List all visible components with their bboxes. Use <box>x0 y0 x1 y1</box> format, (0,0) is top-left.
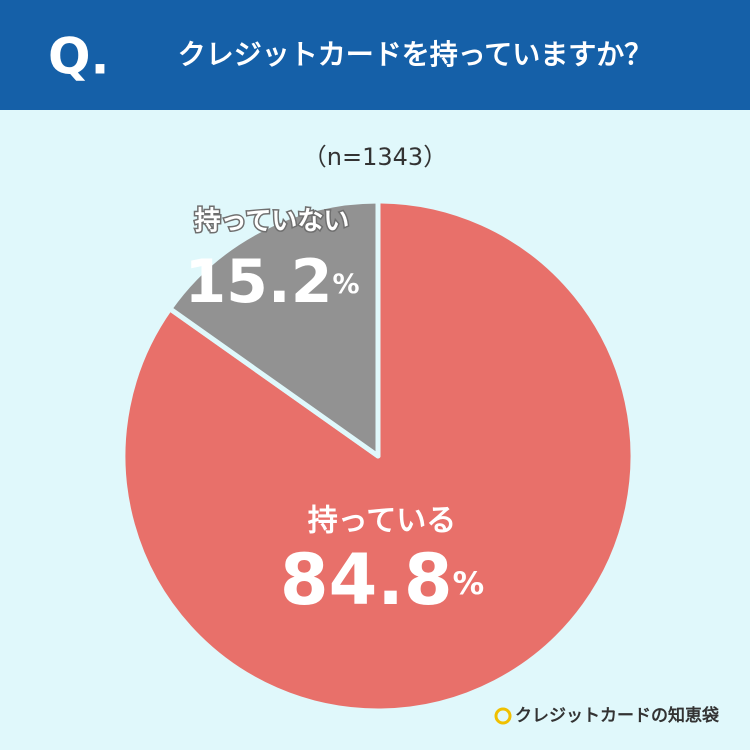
chart-title: クレジットカードを持っていますか？ <box>178 38 653 71</box>
brand-icon <box>494 707 512 725</box>
value-number: 84.8 <box>280 539 453 621</box>
value-unit: % <box>332 269 359 300</box>
category-label: 持っていない <box>195 207 350 237</box>
q-mark: Q. <box>48 28 110 86</box>
value-number: 15.2 <box>184 247 332 317</box>
value-label: 15.2% <box>184 247 359 317</box>
subtitle: （n=1343） <box>303 143 447 171</box>
brand: クレジットカードの知恵袋 <box>515 705 720 726</box>
value-label: 84.8% <box>280 539 484 621</box>
category-label: 持っている <box>308 504 457 539</box>
value-unit: % <box>453 566 485 602</box>
pie <box>120 198 636 714</box>
pie-slice <box>167 198 381 459</box>
header-band <box>0 0 750 110</box>
